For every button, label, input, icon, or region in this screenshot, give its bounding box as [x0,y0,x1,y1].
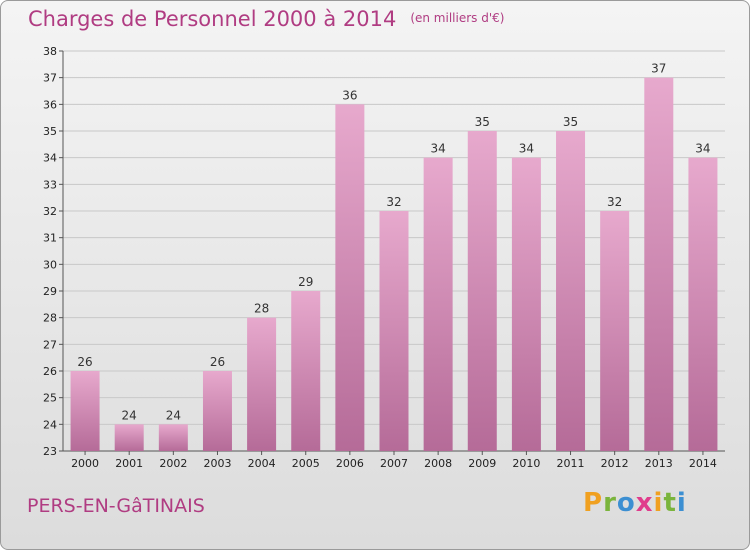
x-tick-label-2003: 2003 [203,457,231,470]
x-tick-label-2008: 2008 [424,457,452,470]
x-tick-label-2014: 2014 [689,457,717,470]
bar-2009 [467,131,497,451]
bar-2004 [247,317,277,451]
value-label-2012: 32 [607,195,622,209]
bar-2003 [202,371,232,451]
logo-letter: r [603,488,617,518]
y-tick-label: 34 [43,152,57,165]
y-tick-label: 37 [43,72,57,85]
x-tick-label-2007: 2007 [380,457,408,470]
place-name: PERS-EN-GâTINAIS [27,495,205,517]
logo-letter: i [653,488,664,518]
bar-2014 [688,157,718,451]
bar-2000 [70,371,100,451]
value-label-2006: 36 [342,88,357,102]
y-tick-label: 38 [43,45,57,58]
x-tick-label-2009: 2009 [468,457,496,470]
bar-2005 [291,291,321,451]
chart-title-text: Charges de Personnel 2000 à 2014 [28,7,397,31]
x-tick-label-2006: 2006 [336,457,364,470]
x-tick-label-2000: 2000 [71,457,99,470]
logo-letter: x [635,488,654,518]
logo-letter: t [663,488,677,518]
bars [70,77,718,452]
value-label-2001: 24 [122,408,137,422]
y-tick-label: 26 [43,365,57,378]
y-tick-label: 33 [43,178,57,191]
y-tick-label: 30 [43,258,57,271]
bar-2001 [114,424,144,451]
value-label-2011: 35 [563,115,578,129]
bar-2013 [644,77,674,452]
value-label-2014: 34 [695,142,710,156]
bar-2007 [379,211,409,451]
bar-2002 [158,424,188,451]
x-tick-label-2010: 2010 [512,457,540,470]
value-label-2008: 34 [430,142,445,156]
bar-2011 [556,131,586,451]
logo-letter: i [676,488,687,518]
value-label-2013: 37 [651,62,666,76]
chart-subtitle: (en milliers d'€) [410,11,505,25]
logo-letter: P [583,488,604,518]
y-tick-label: 24 [43,418,57,431]
y-tick-label: 35 [43,125,57,138]
value-label-2004: 28 [254,302,269,316]
bar-2006 [335,104,365,451]
y-tick-label: 36 [43,98,57,111]
y-tick-label: 31 [43,232,57,245]
value-label-2009: 35 [475,115,490,129]
bar-2012 [600,211,630,451]
value-label-2007: 32 [386,195,401,209]
x-tick-label-2001: 2001 [115,457,143,470]
value-label-2000: 26 [77,355,92,369]
y-tick-label: 32 [43,205,57,218]
x-tick-label-2002: 2002 [159,457,187,470]
bar-2010 [511,157,541,451]
x-tick-label-2012: 2012 [601,457,629,470]
y-tick-label: 27 [43,338,57,351]
y-tick-label: 25 [43,392,57,405]
chart-title: Charges de Personnel 2000 à 2014 (en mill… [28,7,504,31]
x-tick-label-2011: 2011 [557,457,585,470]
y-tick-label: 23 [43,445,57,458]
x-tick-label-2005: 2005 [292,457,320,470]
value-label-2010: 34 [519,142,534,156]
x-tick-label-2013: 2013 [645,457,673,470]
logo-letter: o [616,488,636,518]
x-tick-label-2004: 2004 [248,457,276,470]
value-label-2002: 24 [166,408,181,422]
y-tick-label: 28 [43,312,57,325]
value-label-2003: 26 [210,355,225,369]
labels: 23 24 25 26 27 28 29 30 31 32 33 34 35 36 37 38 26 2000 24… [43,45,717,470]
bar-2008 [423,157,453,451]
value-label-2005: 29 [298,275,313,289]
y-tick-label: 29 [43,285,57,298]
proxiti-logo: Proxiti [583,488,687,518]
